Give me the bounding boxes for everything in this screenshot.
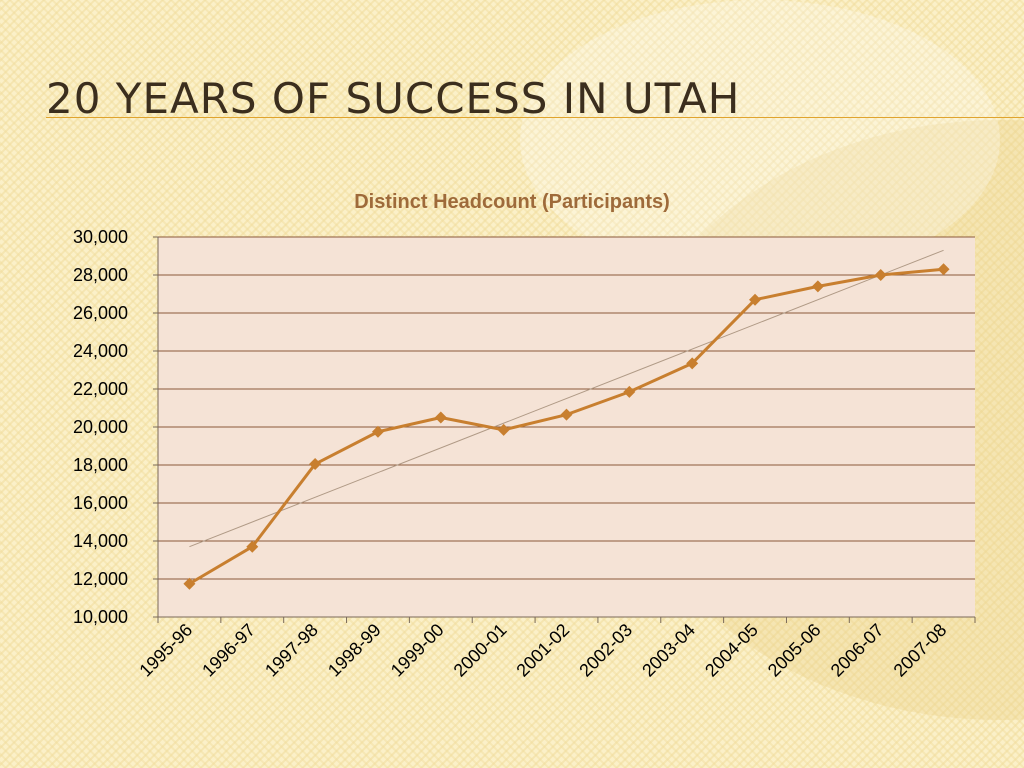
title-underline <box>46 117 1024 118</box>
y-tick-label: 20,000 <box>73 417 128 437</box>
data-point-marker <box>497 423 510 436</box>
x-tick-label: 1996-97 <box>198 620 259 681</box>
y-tick-label: 28,000 <box>73 265 128 285</box>
gridlines <box>158 236 975 580</box>
x-tick-label: 2003-04 <box>638 620 699 681</box>
y-tick-label: 10,000 <box>73 607 128 627</box>
data-point-marker <box>560 408 573 421</box>
x-tick-label: 1999-00 <box>387 620 448 681</box>
data-point-marker <box>686 357 699 370</box>
y-tick-label: 24,000 <box>73 341 128 361</box>
trendline-group <box>189 249 944 548</box>
data-point-marker <box>371 425 384 438</box>
slide-title: 20 Years of Success in Utah <box>46 74 741 123</box>
x-axis: 1995-96 1996-97 1997-98 1998-99 1999-00 2000-… <box>135 616 976 681</box>
data-point-marker <box>623 385 636 398</box>
data-point-marker <box>309 458 322 471</box>
x-tick-label: 2002-03 <box>575 620 636 681</box>
data-point-marker <box>434 411 447 424</box>
x-tick-label: 2006-07 <box>827 620 888 681</box>
y-tick-label: 16,000 <box>73 493 128 513</box>
data-point-marker <box>246 540 259 553</box>
data-point-marker <box>183 577 196 590</box>
chart-title: Distinct Headcount (Participants) <box>354 191 670 213</box>
x-tick-label: 2004-05 <box>701 620 762 681</box>
trendline <box>189 249 944 548</box>
data-point-marker <box>811 280 824 293</box>
x-tick-label: 2007-08 <box>890 620 951 681</box>
x-tick-label: 2000-01 <box>450 620 511 681</box>
x-tick-label: 1995-96 <box>135 620 196 681</box>
y-tick-label: 26,000 <box>73 303 128 323</box>
x-tick-label: 2001-02 <box>512 620 573 681</box>
y-tick-label: 12,000 <box>73 569 128 589</box>
x-tick-label: 1998-99 <box>324 620 385 681</box>
x-tick-label: 2005-06 <box>764 620 825 681</box>
y-axis: 10,000 12,000 14,000 16,000 18,000 20,000 22,0… <box>73 227 159 627</box>
data-point-marker <box>749 293 762 306</box>
data-point-marker <box>874 269 887 281</box>
y-tick-label: 18,000 <box>73 455 128 475</box>
y-tick-label: 22,000 <box>73 379 128 399</box>
y-tick-label: 14,000 <box>73 531 128 551</box>
data-point-marker <box>937 263 950 276</box>
series-group <box>183 263 950 590</box>
x-tick-label: 1997-98 <box>261 620 322 681</box>
y-tick-label: 30,000 <box>73 227 128 247</box>
